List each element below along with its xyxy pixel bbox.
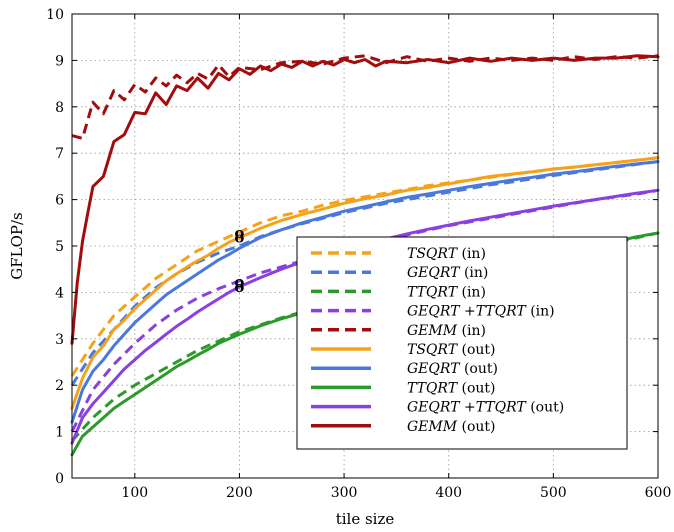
y-tick-label: 9: [55, 53, 64, 69]
annotation-marker: o: [234, 278, 244, 296]
legend-entry-mode: (out): [460, 361, 498, 377]
legend-entry-kernel: GEMM: [407, 419, 458, 435]
legend: TSQRT (in)GEQRT (in)TTQRT (in)GEQRT +TTQ…: [296, 236, 628, 450]
legend-entry-mode: (in): [457, 246, 486, 262]
legend-entry: GEQRT (in): [407, 265, 488, 281]
legend-entry-mode: (in): [457, 284, 486, 300]
legend-entry-kernel: TTQRT: [407, 284, 459, 300]
x-tick-label: 400: [435, 485, 462, 501]
annotation-marker: o: [234, 273, 244, 291]
series-line-tsqrt-out: [70, 156, 660, 410]
annotation-marker: o: [234, 229, 244, 247]
legend-entry: TTQRT (out): [407, 380, 496, 396]
series-line-geqrt-ttqrt-out: [70, 188, 660, 445]
x-tick-label: 600: [645, 485, 672, 501]
legend-entry: GEQRT (out): [407, 361, 498, 377]
series-line-gemm-out: [70, 54, 660, 345]
y-axis-label: GFLOP/s: [8, 212, 26, 280]
y-tick-label: 6: [55, 193, 64, 209]
legend-entry-kernel: GEQRT +TTQRT: [407, 304, 527, 320]
y-tick-label: 5: [55, 239, 64, 255]
y-tick-label: 10: [46, 7, 64, 23]
legend-entry: TSQRT (out): [407, 342, 496, 358]
legend-entry-kernel: GEMM: [407, 323, 458, 339]
legend-entry-kernel: GEQRT: [407, 361, 461, 377]
ticks: 100 200 300 400 500 600 0 1 2 3 4 5 6 7 8 9 10: [46, 7, 671, 501]
y-tick-label: 1: [55, 425, 64, 441]
y-tick-label: 7: [55, 146, 64, 162]
legend-entry-kernel: TSQRT: [407, 342, 459, 358]
series-layer: [70, 54, 660, 457]
legend-entry-mode: (in): [526, 304, 555, 320]
x-tick-label: 200: [226, 485, 253, 501]
x-tick-label: 500: [540, 485, 567, 501]
legend-entry: GEMM (out): [407, 419, 496, 435]
annotation-marker: o: [234, 224, 244, 242]
x-axis-label: tile size: [336, 510, 395, 528]
y-tick-label: 4: [55, 285, 64, 301]
y-tick-label: 8: [55, 100, 64, 116]
legend-entry: GEMM (in): [407, 323, 486, 339]
legend-entry: GEQRT +TTQRT (in): [407, 304, 555, 320]
legend-entry-mode: (out): [457, 419, 495, 435]
y-tick-label: 3: [55, 332, 64, 348]
legend-entry-mode: (in): [457, 323, 486, 339]
legend-entry-mode: (out): [457, 380, 495, 396]
legend-entry-kernel: GEQRT: [407, 265, 461, 281]
legend-entry: TTQRT (in): [407, 284, 486, 300]
legend-entry-kernel: TSQRT: [407, 246, 459, 262]
legend-entry-mode: (out): [526, 400, 564, 416]
y-tick-label: 2: [55, 378, 64, 394]
legend-entry: GEQRT +TTQRT (out): [407, 400, 564, 416]
legend-entry-mode: (in): [460, 265, 489, 281]
x-tick-label: 100: [121, 485, 148, 501]
legend-entry: TSQRT (in): [407, 246, 486, 262]
x-tick-label: 300: [331, 485, 358, 501]
legend-entry-mode: (out): [457, 342, 495, 358]
legend-entry-kernel: GEQRT +TTQRT: [407, 400, 527, 416]
series-line-geqrt-out: [70, 160, 660, 424]
y-tick-label: 0: [55, 471, 64, 487]
legend-entry-kernel: TTQRT: [407, 380, 459, 396]
